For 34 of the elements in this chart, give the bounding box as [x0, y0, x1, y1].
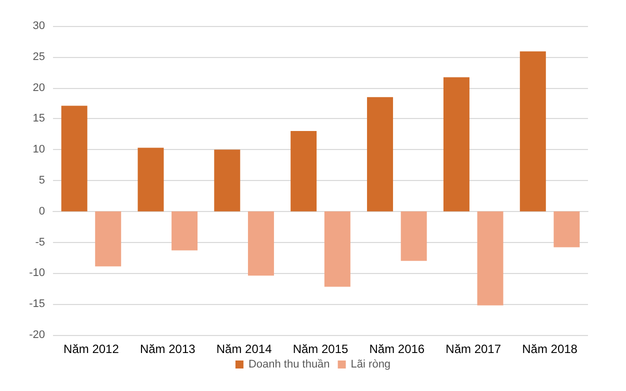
- x-tick-label: Năm 2018: [522, 342, 578, 356]
- x-tick-label: Năm 2013: [140, 342, 196, 356]
- bar: [138, 148, 164, 212]
- y-tick-label: -10: [29, 267, 45, 280]
- legend-label: Lãi ròng: [350, 358, 391, 370]
- y-tick-label: 20: [32, 82, 45, 94]
- bar: [172, 211, 198, 250]
- x-tick-label: Năm 2012: [64, 342, 120, 356]
- bar: [477, 211, 504, 306]
- y-tick-label: -20: [29, 329, 45, 341]
- y-tick-label: 25: [32, 50, 45, 63]
- x-tick-label: Năm 2015: [292, 342, 349, 356]
- y-tick-label: 15: [32, 112, 45, 125]
- bar: [324, 211, 350, 287]
- x-tick-label: Năm 2014: [216, 342, 272, 356]
- bar: [214, 150, 240, 212]
- bar: [95, 211, 122, 266]
- bar: [367, 97, 394, 212]
- y-tick-label: 0: [38, 205, 45, 218]
- bar: [554, 211, 580, 248]
- y-tick-label: 5: [38, 174, 45, 186]
- x-tick-label: Năm 2016: [369, 342, 425, 356]
- bar: [290, 131, 317, 212]
- bar: [400, 211, 427, 261]
- bar: [248, 211, 274, 276]
- bar: [61, 106, 88, 212]
- y-tick-label: 10: [32, 144, 45, 156]
- y-tick-label: -5: [35, 236, 45, 248]
- bar: [520, 51, 546, 212]
- y-tick-label: -15: [29, 298, 45, 310]
- bar: [443, 77, 470, 212]
- x-tick-label: Năm 2017: [446, 342, 502, 356]
- y-tick-label: 30: [32, 20, 45, 32]
- legend-label: Doanh thu thuần: [248, 358, 330, 370]
